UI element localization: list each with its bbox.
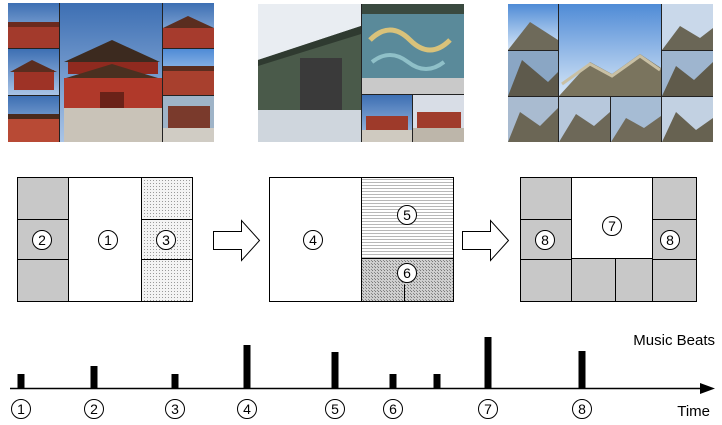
photo-palace-small-1: [362, 95, 412, 142]
photo-wall-small-1: [508, 4, 558, 50]
beat-marker-label: 3: [171, 401, 179, 417]
beat-marker-label: 5: [331, 401, 339, 417]
beat-marker-8: 8: [572, 399, 592, 419]
photo-wall-small-2: [508, 51, 558, 96]
svg-text:8: 8: [541, 232, 549, 248]
layout-2-marker-c: 6: [397, 263, 417, 283]
svg-text:1: 1: [104, 232, 112, 248]
photo-wall-small-3: [508, 97, 558, 142]
photo-wall-small-8: [662, 97, 713, 142]
svg-text:8: 8: [666, 232, 674, 248]
photo-gate-small-6: [163, 96, 214, 142]
svg-text:7: 7: [608, 218, 616, 234]
music-beats-label: Music Beats: [633, 332, 715, 349]
beat-bar-3: [171, 374, 179, 388]
beat-bar-6: [389, 374, 397, 388]
photo-wall-perspective: [258, 4, 361, 142]
transition-arrow-2: [462, 219, 510, 262]
photo-gate-small-1: [8, 3, 59, 48]
beat-marker-label: 1: [17, 401, 25, 417]
great-wall-collage: [508, 4, 713, 142]
beat-bar-9: [578, 351, 586, 388]
photo-gate-small-4: [163, 3, 214, 48]
nine-dragon-wall-collage: [258, 4, 464, 142]
photo-gate-small-5: [163, 49, 214, 95]
beat-marker-1: 1: [11, 399, 31, 419]
layout-3-marker-c: 8: [660, 230, 680, 250]
beat-marker-7: 7: [478, 399, 498, 419]
beat-marker-3: 3: [165, 399, 185, 419]
beat-bar-1: [17, 374, 25, 388]
photo-wall-small-6: [559, 97, 610, 142]
svg-text:2: 2: [38, 232, 46, 248]
svg-text:5: 5: [403, 207, 411, 223]
beat-marker-6: 6: [383, 399, 403, 419]
layout-2: [269, 177, 454, 302]
layout-2-marker-b: 5: [397, 205, 417, 225]
beat-bar-4: [243, 345, 251, 388]
photo-dragon-wall: [362, 4, 464, 94]
svg-text:6: 6: [403, 265, 411, 281]
beat-marker-label: 6: [389, 401, 397, 417]
beat-marker-label: 2: [90, 401, 98, 417]
svg-text:3: 3: [162, 232, 170, 248]
beat-marker-5: 5: [325, 399, 345, 419]
timeline: Music Beats Time 1 2 3 4 5 6 7 8: [10, 332, 715, 420]
layout-1-marker-a: 2: [32, 230, 52, 250]
photo-wall-small-4: [662, 4, 713, 50]
beat-marker-label: 7: [484, 401, 492, 417]
layout-3-marker-a: 8: [535, 230, 555, 250]
beat-marker-label: 8: [578, 401, 586, 417]
time-axis-arrowhead: [700, 383, 715, 394]
svg-text:4: 4: [309, 232, 317, 248]
photo-great-wall-main: [559, 4, 661, 96]
photo-wall-small-5: [662, 51, 713, 96]
photo-gate-small-2: [8, 49, 59, 95]
layout-1-marker-b: 1: [98, 230, 118, 250]
layout-2-marker-a: 4: [303, 230, 323, 250]
layout-3-marker-b: 7: [602, 216, 622, 236]
beat-bar-5: [331, 352, 339, 388]
beat-marker-2: 2: [84, 399, 104, 419]
transition-arrow-1: [213, 219, 261, 262]
photo-gate-small-3: [8, 96, 59, 142]
time-label: Time: [677, 403, 710, 420]
photo-tiananmen-main: [60, 3, 162, 142]
photo-wall-small-7: [611, 97, 661, 142]
beat-marker-label: 4: [243, 401, 251, 417]
forbidden-city-collage: [8, 3, 214, 142]
layout-1-marker-c: 3: [156, 230, 176, 250]
photo-palace-small-2: [413, 95, 464, 142]
beat-bar-7: [433, 374, 441, 388]
beat-bar-8: [484, 337, 492, 388]
beat-bar-2: [90, 366, 98, 388]
beat-marker-4: 4: [237, 399, 257, 419]
